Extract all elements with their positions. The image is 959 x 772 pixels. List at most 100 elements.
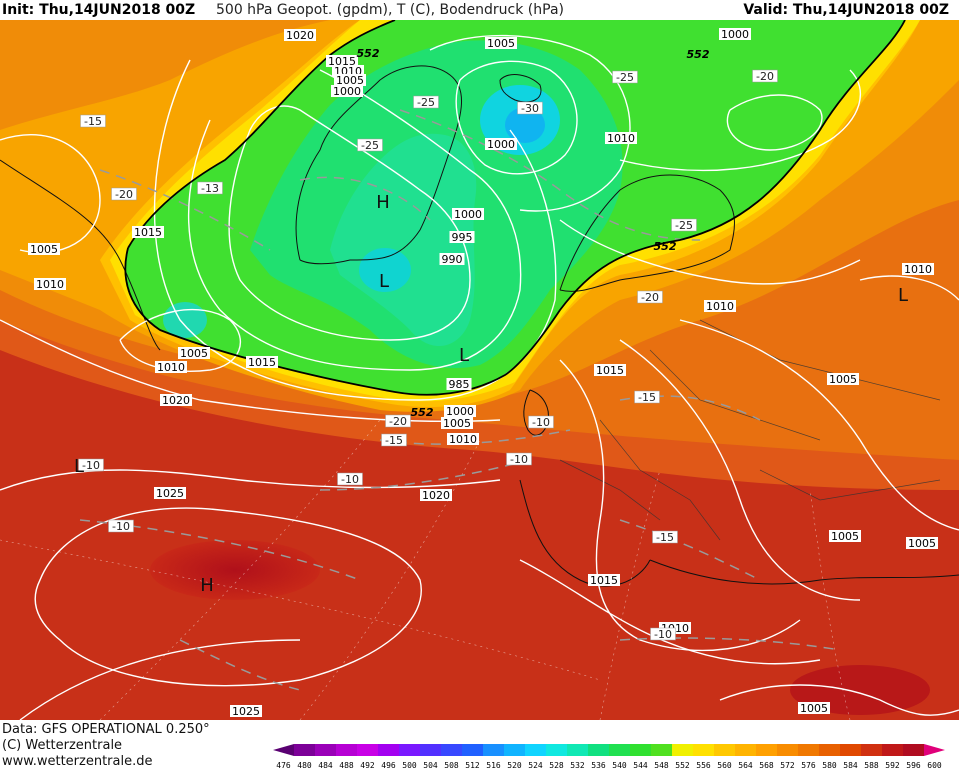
temperature-label: -25 <box>413 95 439 109</box>
geopotential-label-text: 552 <box>687 48 710 61</box>
pressure-label: 1000 <box>485 138 517 151</box>
pressure-label-text: 1000 <box>454 208 482 221</box>
colorbar-tick-label: 584 <box>843 761 858 770</box>
weather-map: 1020101510101005100010051000100010101000… <box>0 20 959 720</box>
temperature-label-text: -10 <box>112 520 130 533</box>
greenland-coast <box>295 65 463 265</box>
copyright-text: (C) Wetterzentrale <box>2 738 123 753</box>
colorbar-tick-label: 592 <box>885 761 900 770</box>
colorbar-swatch <box>819 744 840 756</box>
pressure-label-text: 1020 <box>162 394 190 407</box>
temperature-label-box <box>337 472 363 486</box>
website-link[interactable]: www.wetterzentrale.de <box>2 754 153 769</box>
pressure-label: 1005 <box>334 74 366 87</box>
pressure-label-box <box>446 378 472 390</box>
temperature-label-text: -10 <box>532 416 550 429</box>
temperature-label-text: -25 <box>417 96 435 109</box>
colorbar-swatch <box>672 744 693 756</box>
pressure-label: 1000 <box>331 85 363 98</box>
pressure-label-text: 1015 <box>590 574 618 587</box>
pressure-label: 1010 <box>605 132 637 145</box>
geopotential-label: 552 <box>654 240 677 253</box>
temperature-label-box <box>108 519 134 533</box>
colorbar-swatch <box>609 744 630 756</box>
colorbar-swatch <box>378 744 399 756</box>
pressure-label-box <box>449 231 475 243</box>
temperature-label-box <box>637 290 663 304</box>
temperature-label-box <box>528 415 554 429</box>
colorbar-tick-label: 572 <box>780 761 795 770</box>
colorbar-swatch <box>441 744 462 756</box>
pressure-label-text: 1025 <box>156 487 184 500</box>
pressure-label: 1010 <box>155 361 187 374</box>
pressure-label-text: 1010 <box>607 132 635 145</box>
pressure-label: 1005 <box>829 530 861 543</box>
pressure-label-box <box>439 253 465 265</box>
pressure-label-text: 1015 <box>328 55 356 68</box>
pressure-label: 995 <box>449 231 475 244</box>
pressure-label-text: 1000 <box>721 28 749 41</box>
colorbar-swatch <box>651 744 672 756</box>
colorbar-tick-label: 500 <box>402 761 417 770</box>
geopotential-label-text: 552 <box>654 240 677 253</box>
colorbar-swatch <box>504 744 525 756</box>
med-coast <box>649 559 959 585</box>
pressure-label: 1000 <box>719 28 751 41</box>
temperature-label: -20 <box>637 290 663 304</box>
pressure-label-box <box>155 361 187 373</box>
geopotential-labels: 552 552 552 552 <box>357 47 710 419</box>
colorbar-tick-label: 556 <box>696 761 711 770</box>
colorbar-swatch <box>756 744 777 756</box>
pressure-label: 1000 <box>444 405 476 418</box>
valid-time: Valid: Thu,14JUN2018 00Z <box>743 2 949 18</box>
pressure-label: 1005 <box>827 373 859 386</box>
colorbar-swatch <box>798 744 819 756</box>
geopotential-label: 552 <box>357 47 380 60</box>
colorbar-swatch <box>630 744 651 756</box>
pressure-label-box <box>902 263 934 275</box>
colorbar-arrow-right <box>924 744 945 756</box>
colorbar-swatch <box>714 744 735 756</box>
temperature-label: -20 <box>385 414 411 428</box>
pressure-label-box <box>444 405 476 417</box>
colorbar-tick-label: 476 <box>276 761 291 770</box>
temperature-label-text: -20 <box>756 70 774 83</box>
colorbar-tick-label: 596 <box>906 761 921 770</box>
geopotential-label: 552 <box>411 406 434 419</box>
temperature-label: -25 <box>612 70 638 84</box>
temperature-label-text: -10 <box>341 473 359 486</box>
colorbar-tick-label: 528 <box>549 761 564 770</box>
colorbar-swatch <box>294 744 315 756</box>
pressure-label-text: 1010 <box>36 278 64 291</box>
colorbar-swatch <box>861 744 882 756</box>
temperature-label-text: -15 <box>638 391 656 404</box>
pressure-label-box <box>452 208 484 220</box>
temperature-labels: -15 -13 -20 -25 -25 -30 -25 -20 -25 -20 -20 -15 -10 -… <box>78 69 778 641</box>
colorbar-tick-label: 504 <box>423 761 438 770</box>
pressure-label-text: 1020 <box>422 489 450 502</box>
temperature-label-box <box>78 458 104 472</box>
chart-title: 500 hPa Geopot. (gpdm), T (C), Bodendruc… <box>216 2 564 18</box>
colorbar-tick-label: 552 <box>675 761 690 770</box>
low-core-west <box>163 302 207 338</box>
colorbar-swatch <box>399 744 420 756</box>
temperature-label-box <box>197 181 223 195</box>
geopotential-label-text: 552 <box>411 406 434 419</box>
pressure-label-text: 1005 <box>336 74 364 87</box>
temperature-label-text: -25 <box>675 219 693 232</box>
temperature-label-box <box>652 530 678 544</box>
colorbar-tick-label: 540 <box>612 761 627 770</box>
pressure-label-box <box>605 132 637 144</box>
colorbar-swatch <box>525 744 546 756</box>
pressure-label: 1005 <box>485 37 517 50</box>
pressure-label-box <box>246 356 278 368</box>
temperature-label-box <box>650 627 676 641</box>
temperature-label-text: -20 <box>641 291 659 304</box>
temperature-label-text: -30 <box>521 102 539 115</box>
temperature-label: -25 <box>357 138 383 152</box>
colorbar-tick-label: 548 <box>654 761 669 770</box>
temperature-label: -15 <box>634 390 660 404</box>
pressure-label-box <box>588 574 620 586</box>
temperature-label: -25 <box>671 218 697 232</box>
colorbar-tick-label: 512 <box>465 761 480 770</box>
